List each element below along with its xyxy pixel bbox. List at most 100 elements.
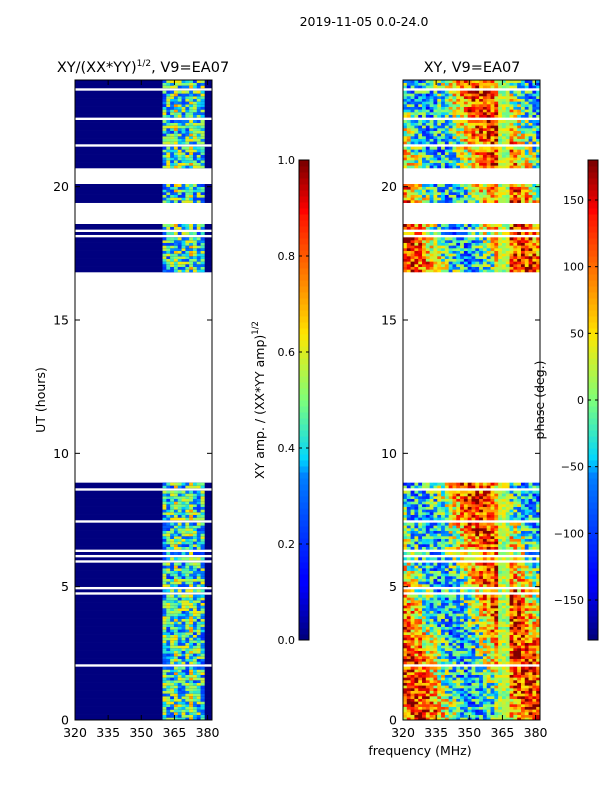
phase-cell	[528, 696, 533, 699]
phase-cell	[444, 552, 449, 555]
phase-cell	[456, 541, 461, 545]
amp-cell	[189, 125, 194, 129]
amp-cell	[189, 264, 194, 267]
phase-cell	[509, 533, 514, 537]
amp-cell	[192, 186, 198, 190]
phase-cell	[456, 618, 461, 622]
amp-cell	[200, 538, 205, 542]
phase-cell	[490, 568, 495, 571]
amp-cell	[200, 714, 205, 718]
amp-cell	[189, 226, 194, 230]
phase-cell	[429, 568, 434, 571]
amp-cell	[181, 490, 186, 494]
phase-cell	[524, 525, 529, 529]
phase-cell	[490, 536, 495, 539]
amp-cell	[177, 146, 182, 150]
phase-cell	[482, 573, 488, 577]
amp-cell	[177, 165, 182, 169]
phase-cell	[486, 514, 491, 518]
phase-cell	[429, 482, 434, 486]
amp-cell	[200, 709, 205, 713]
amplitude-colorbar: 0.00.20.40.60.81.0 XY amp. / (XX*YY amp)…	[251, 154, 310, 647]
phase-cell	[467, 680, 472, 683]
phase-cell	[482, 626, 488, 630]
colorbar-segment	[299, 268, 309, 275]
phase-cell	[520, 656, 526, 659]
phase-cell	[463, 514, 468, 518]
phase-cell	[433, 565, 438, 569]
phase-cell	[490, 509, 495, 513]
phase-cell	[486, 498, 491, 502]
amp-cell	[185, 557, 190, 561]
colorbar-segment	[299, 226, 309, 233]
amp-row-background	[75, 600, 212, 603]
phase-cell	[505, 658, 510, 662]
phase-cell	[528, 642, 533, 646]
phase-cell	[452, 672, 457, 675]
amp-cell	[162, 666, 167, 670]
phase-cell	[452, 602, 457, 606]
amp-cell	[196, 96, 201, 99]
phase-cell	[494, 610, 499, 614]
phase-cell	[520, 685, 526, 689]
phase-cell	[513, 645, 518, 649]
phase-cell	[467, 536, 472, 539]
phase-cell	[524, 565, 529, 569]
amp-cell	[173, 640, 179, 643]
phase-cell	[403, 682, 408, 686]
phase-cell	[406, 613, 411, 617]
phase-cell	[494, 696, 499, 699]
amp-cell	[162, 632, 167, 635]
phase-cell	[441, 541, 446, 545]
phase-cell	[505, 504, 510, 507]
amp-cell	[166, 184, 171, 187]
amp-cell	[170, 146, 175, 150]
phase-cell	[418, 616, 423, 619]
phase-cell	[482, 624, 488, 627]
phase-cell	[486, 690, 491, 694]
amp-cell	[177, 237, 182, 241]
amp-row-background	[75, 690, 212, 694]
amp-row-background	[75, 253, 212, 257]
phase-cell	[498, 637, 503, 641]
phase-cell	[452, 677, 457, 681]
phase-cell	[456, 570, 461, 574]
amp-cell	[166, 98, 171, 102]
phase-cell	[509, 493, 514, 497]
phase-cell	[418, 528, 423, 531]
phase-cell	[441, 544, 446, 547]
phase-cell	[479, 496, 484, 499]
phase-cell	[486, 640, 491, 643]
phase-cell	[448, 701, 453, 705]
phase-cell	[452, 696, 457, 699]
phase-cell	[448, 522, 453, 526]
amp-cell	[181, 693, 186, 697]
phase-cell	[418, 640, 423, 643]
colorbar-segment	[299, 604, 309, 611]
phase-cell	[433, 632, 438, 635]
phase-cell	[441, 672, 446, 675]
phase-cell	[467, 696, 472, 699]
phase-cell	[528, 261, 533, 265]
phase-cell	[528, 690, 533, 694]
phase-cell	[429, 616, 434, 619]
amp-cell	[196, 584, 201, 587]
phase-cell	[520, 690, 526, 694]
amp-cell	[189, 661, 194, 665]
phase-cell	[452, 504, 457, 507]
phase-cell	[437, 517, 442, 521]
phase-cell	[532, 546, 537, 550]
phase-cell	[403, 688, 408, 691]
phase-cell	[448, 514, 453, 518]
amp-cell	[177, 712, 182, 715]
phase-cell	[513, 253, 518, 257]
phase-cell	[494, 640, 499, 643]
amp-cell	[181, 226, 186, 230]
phase-cell	[422, 640, 427, 643]
phase-cell	[513, 685, 518, 689]
phase-cell	[486, 258, 491, 262]
phase-cell	[425, 536, 430, 539]
amp-cell	[189, 248, 194, 251]
amp-cell	[166, 546, 171, 550]
amp-cell	[185, 90, 190, 94]
